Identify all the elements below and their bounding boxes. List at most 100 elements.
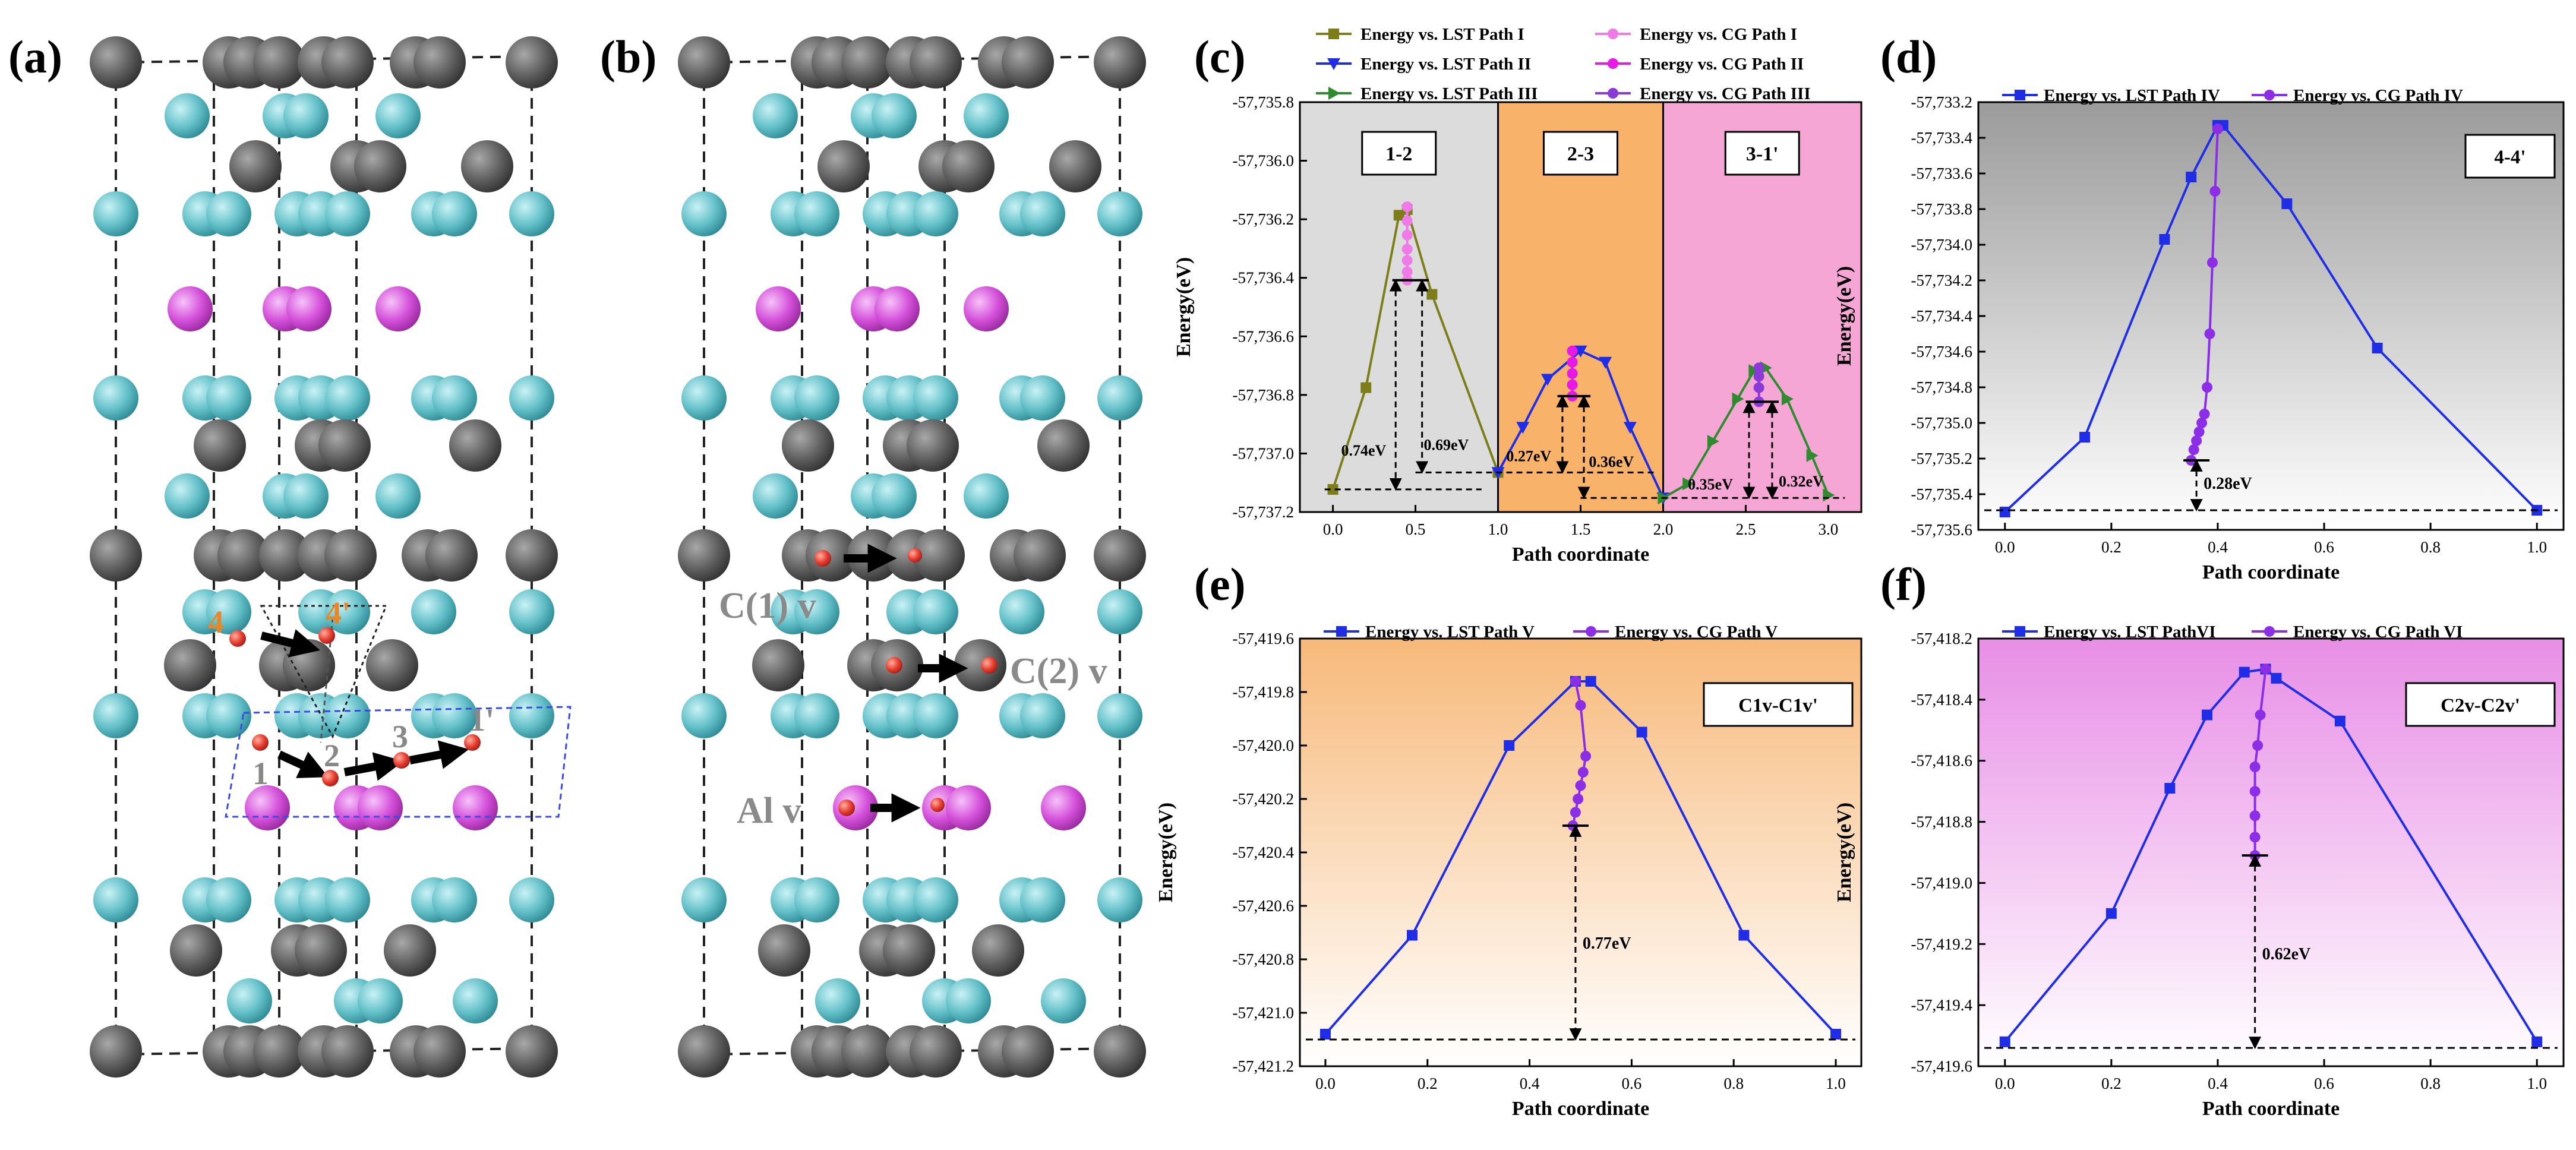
c-atom (321, 36, 374, 89)
ti-atom (913, 589, 958, 634)
c-atom (295, 924, 347, 977)
data-point (2199, 409, 2210, 419)
ti-atom (913, 375, 958, 421)
legend-label: Energy vs. LST Path II (1360, 55, 1531, 74)
x-tick-label: 1.0 (2527, 1075, 2547, 1092)
data-point (2264, 90, 2275, 100)
data-point (1608, 29, 1618, 39)
data-point (1319, 1029, 1331, 1040)
c2-atom-start (886, 657, 902, 674)
c-atom (758, 924, 810, 977)
c-atom (354, 140, 406, 192)
data-point (1636, 726, 1647, 738)
barrier-label: 0.27eV (1506, 447, 1551, 465)
c-atom (461, 140, 513, 192)
data-point (1426, 289, 1438, 300)
al-atom (946, 785, 991, 830)
ti-atom (872, 93, 917, 138)
data-point (2207, 257, 2218, 268)
y-tick-label: -57,734.4 (1911, 307, 1973, 325)
c1-atom-start (815, 550, 831, 567)
site-4p-atom (318, 627, 335, 644)
data-point (1567, 345, 1578, 356)
c-atom (259, 529, 311, 582)
data-point (1328, 87, 1340, 100)
data-point (1574, 345, 1587, 358)
c-atom (954, 639, 1006, 691)
x-axis-label: Path coordinate (2202, 1098, 2340, 1120)
c-atom (907, 419, 959, 472)
plot-frame (1977, 637, 2565, 1067)
y-tick-label: -57,418.4 (1911, 691, 1973, 709)
ti-atom (999, 589, 1044, 634)
ti-atom (432, 191, 477, 236)
ti-atom (681, 877, 727, 922)
path-tag: C2v-C2v' (2441, 695, 2520, 716)
data-point (1608, 58, 1618, 69)
y-tick-label: -57,734.2 (1911, 271, 1973, 289)
x-tick-label: 0.4 (1520, 1075, 1540, 1092)
al-atom (245, 785, 290, 830)
y-tick-label: -57,419.6 (1911, 1057, 1973, 1075)
c-atom (217, 529, 270, 582)
c-atom (752, 639, 804, 691)
c-atom (817, 140, 870, 192)
panel-label-a: (a) (8, 31, 62, 83)
c-atom (384, 924, 436, 977)
c-atom (506, 1025, 558, 1078)
data-point (1830, 1029, 1842, 1040)
barrier-label: 0.62eV (2262, 945, 2311, 963)
y-tick-label: -57,419.0 (1911, 874, 1973, 892)
c-atom (1002, 1025, 1054, 1078)
ti-atom (375, 473, 421, 519)
y-axis-label: Energy(eV) (1833, 266, 1855, 366)
data-point (2281, 198, 2293, 209)
al-atom-end (930, 798, 945, 812)
site-1p-atom (464, 734, 481, 751)
barrier-label: 0.74eV (1341, 442, 1386, 459)
ti-atom (206, 693, 251, 738)
y-tick-label: -57,736.4 (1233, 269, 1295, 287)
data-point (2271, 672, 2282, 684)
region-tag-box (1724, 131, 1800, 176)
ti-atom (1020, 693, 1065, 738)
al-atom (756, 286, 801, 331)
site-label-2: 2 (324, 738, 340, 773)
ti-atom (913, 877, 958, 922)
data-point (1516, 422, 1530, 434)
x-tick-label: 0.8 (2420, 538, 2441, 556)
data-point (1504, 740, 1515, 751)
data-point (1732, 392, 1744, 406)
data-point (1999, 507, 2010, 517)
data-point (2202, 709, 2213, 721)
x-tick-label: 1.0 (1826, 1075, 1846, 1092)
ti-atom (325, 877, 370, 922)
ti-atom (681, 191, 727, 236)
site-4-atom (229, 630, 246, 647)
ti-atom (93, 375, 138, 421)
data-point (2334, 715, 2345, 726)
chart-c: -57,735.8 -57,736.0 -57,736.2 -57,736.4 -57,… (1173, 25, 1862, 565)
data-point (1401, 215, 1413, 226)
data-point (1401, 266, 1413, 277)
ti-atom (1097, 693, 1142, 738)
data-point (1577, 767, 1589, 778)
site-label-1: 1 (252, 756, 269, 791)
panel-label-d: (d) (1880, 31, 1937, 83)
x-tick-label: 0.6 (2314, 538, 2334, 556)
site-1-atom (252, 734, 269, 751)
c-atom (90, 1025, 142, 1078)
site-3-atom (393, 752, 410, 769)
ti-atom (794, 375, 839, 421)
ti-atom (93, 191, 138, 236)
ti-atom (325, 589, 370, 634)
data-point (2193, 426, 2205, 437)
data-point (1573, 794, 1584, 804)
c1-atom-end (908, 548, 922, 563)
al-atom (875, 286, 920, 331)
ti-atom (794, 191, 839, 236)
path-tag: C1v-C1v' (1738, 695, 1818, 716)
data-point (1753, 382, 1764, 393)
data-point (1327, 484, 1338, 495)
ti-atom (227, 978, 272, 1023)
